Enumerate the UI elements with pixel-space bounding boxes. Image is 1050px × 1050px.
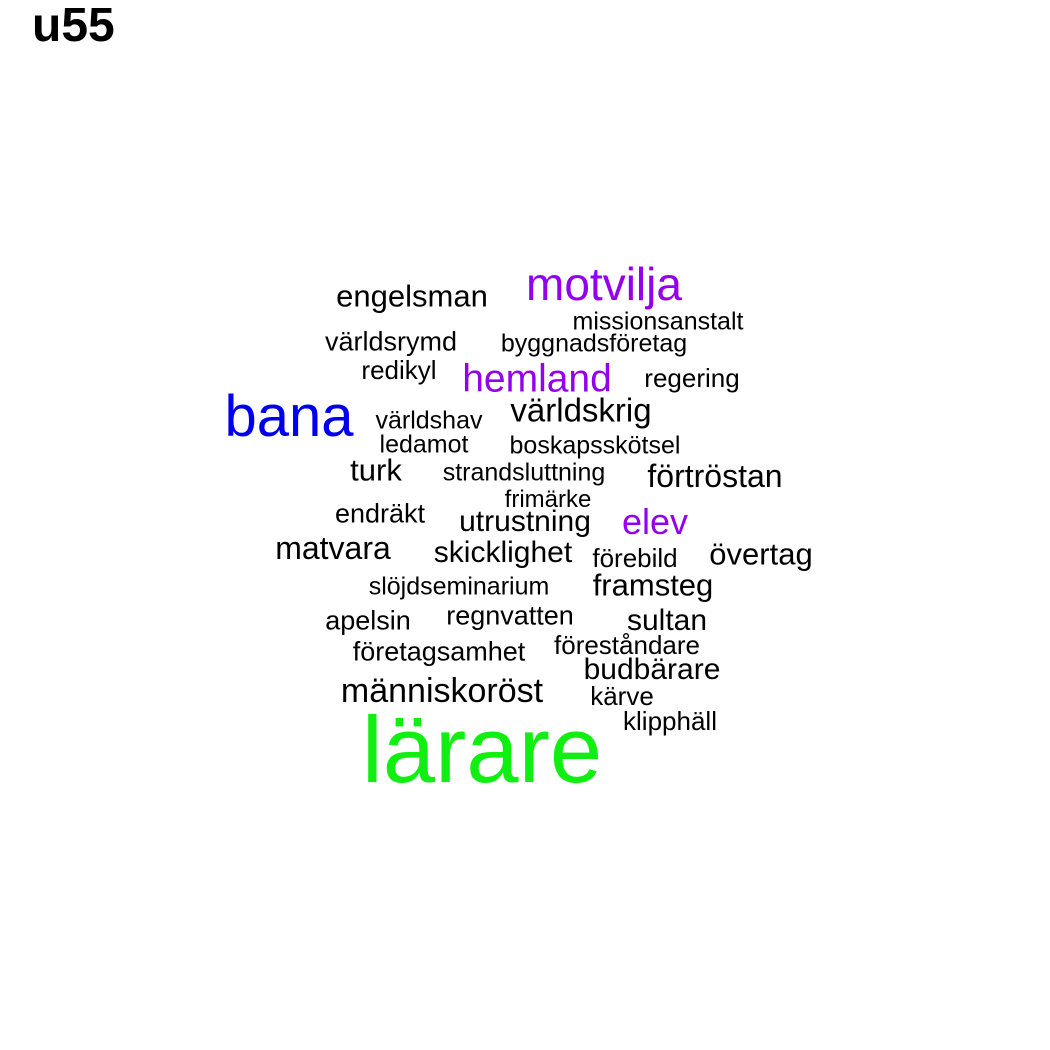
word-larare: lärare [361, 697, 603, 802]
word-utrustning: utrustning [459, 505, 591, 538]
word-missionsanstalt: missionsanstalt [572, 307, 744, 336]
word-manniskorost: människoröst [340, 672, 544, 710]
word-frimarke: frimärke [504, 486, 592, 513]
word-fortrostan: förtröstan [647, 458, 783, 494]
word-karve: kärve [590, 681, 654, 711]
word-sultan: sultan [626, 604, 708, 637]
word-varldsrymd: världsrymd [324, 326, 458, 357]
word-klipphall: klipphäll [623, 706, 717, 736]
word-redikyl: redikyl [361, 355, 437, 385]
word-forebild: förebild [592, 543, 678, 573]
word-framsteg: framsteg [592, 567, 714, 603]
word-byggnadsforetag: byggnadsföretag [500, 329, 688, 358]
word-slojdseminarium: slöjdseminarium [368, 572, 550, 601]
word-budbarare: budbärare [583, 653, 721, 686]
word-endrakt: endräkt [334, 498, 426, 529]
word-elev: elev [621, 501, 689, 542]
word-varldskrig: världskrig [510, 391, 652, 429]
word-engelsman: engelsman [336, 278, 488, 314]
page-title: u55 [32, 0, 115, 52]
word-matvara: matvara [275, 530, 391, 566]
word-bana: bana [224, 384, 354, 449]
word-strandsluttning: strandsluttning [442, 458, 606, 487]
word-apelsin: apelsin [325, 605, 411, 636]
word-foretagsamhet: företagsamhet [352, 636, 526, 667]
word-hemland: hemland [462, 357, 612, 401]
word-ledamot: ledamot [379, 430, 469, 459]
word-forestandare: föreståndare [554, 630, 700, 660]
word-turk: turk [350, 452, 402, 488]
word-boskapsskotsel: boskapsskötsel [509, 431, 681, 460]
word-varldshav: världshav [375, 406, 483, 435]
word-regnvatten: regnvatten [446, 600, 574, 631]
word-overtag: övertag [709, 536, 813, 572]
word-motvilja: motvilja [526, 258, 682, 310]
word-regering: regering [644, 363, 740, 393]
word-skicklighet: skicklighet [433, 536, 573, 569]
